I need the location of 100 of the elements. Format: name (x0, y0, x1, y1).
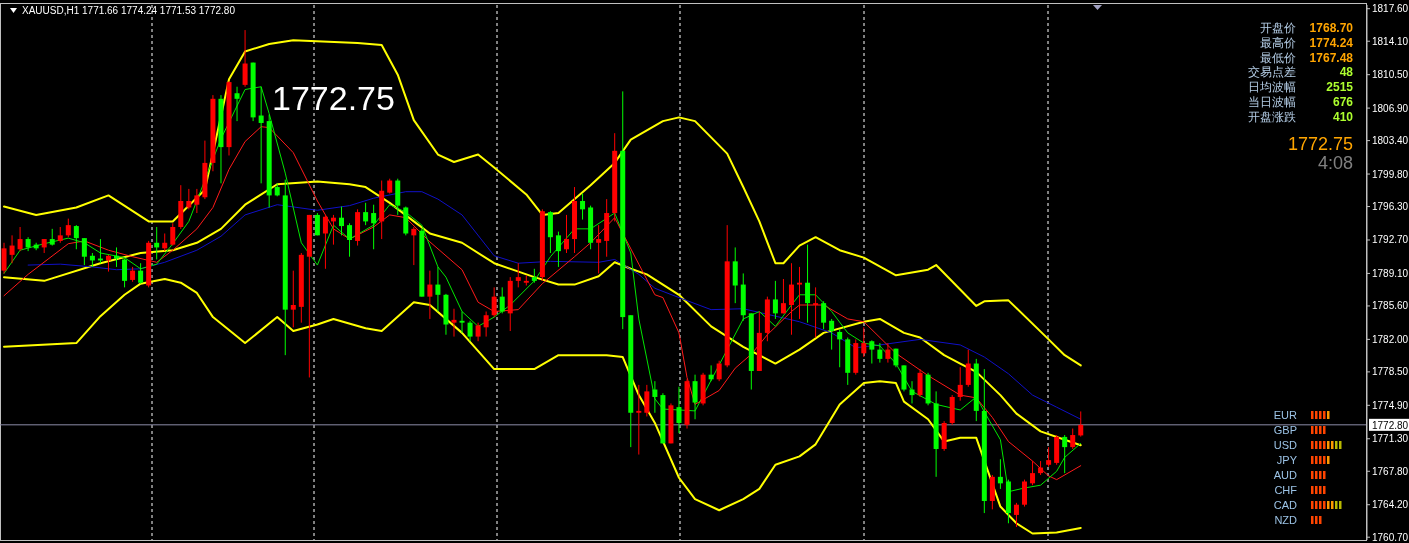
y-tick-label: 1789.10 (1372, 267, 1409, 279)
annotation: AUD (1273, 469, 1298, 481)
candlestick (917, 368, 923, 398)
candlestick (122, 258, 128, 288)
candlestick (114, 246, 120, 268)
candlestick (563, 214, 569, 254)
candlestick (1013, 502, 1019, 528)
y-tick-label: 1796.30 (1372, 201, 1409, 213)
candlestick (965, 349, 971, 388)
y-tick-label: 1771.30 (1372, 433, 1409, 445)
line-series (27, 191, 1082, 420)
annotation: 当日波幅 (1248, 95, 1296, 109)
candlestick (290, 270, 296, 328)
candlestick (780, 278, 786, 314)
y-tick-label: 1817.60 (1372, 3, 1409, 15)
candlestick (652, 380, 658, 414)
candlestick (676, 386, 682, 434)
candlestick (772, 280, 778, 320)
annotation: CHF (1274, 484, 1298, 496)
candlestick (636, 384, 642, 456)
candlestick (596, 224, 602, 274)
candlestick (258, 86, 264, 184)
candlestick (555, 231, 561, 268)
candlestick (1022, 479, 1027, 508)
candlestick (242, 29, 248, 88)
annotation: 1774.24 (1309, 35, 1354, 50)
annotation: 1768.70 (1309, 21, 1354, 35)
candlestick (411, 226, 417, 266)
candlestick (427, 270, 433, 320)
candlestick (371, 204, 377, 250)
candlestick (869, 339, 875, 365)
candlestick (1062, 434, 1068, 474)
candlestick (788, 262, 794, 336)
y-tick-label: 1814.10 (1372, 35, 1409, 47)
annotation: 1767.48 (1309, 50, 1354, 65)
y-tick-label: 1767.80 (1372, 465, 1409, 477)
y-tick-label: 1760.70 (1372, 531, 1409, 543)
y-tick-label: 1792.70 (1372, 234, 1409, 246)
candlestick (435, 266, 441, 313)
candlestick (9, 234, 15, 264)
y-tick-label: 1778.50 (1372, 366, 1409, 378)
candlestick (1070, 428, 1076, 450)
candlestick (73, 224, 79, 250)
candlestick (467, 320, 473, 342)
candlestick (194, 188, 200, 214)
candlestick (499, 286, 505, 314)
candlestick (81, 237, 87, 266)
candlestick (170, 222, 176, 247)
y-tick-label: 1803.40 (1372, 135, 1409, 147)
annotation: USD (1273, 439, 1298, 451)
annotation: 48 (1339, 65, 1354, 80)
annotation: NZD (1274, 514, 1298, 526)
candlestick (829, 318, 835, 351)
candlestick (1030, 460, 1036, 486)
y-tick-label: 1810.50 (1372, 69, 1409, 81)
candlestick (451, 308, 457, 338)
candlestick (459, 311, 465, 334)
y-tick-label: 1774.90 (1372, 399, 1409, 411)
candlestick (877, 342, 883, 364)
candlestick (339, 206, 344, 236)
candlestick (957, 366, 963, 402)
annotation: 最高价 (1260, 35, 1296, 50)
candlestick (65, 218, 71, 238)
candlestick (347, 222, 353, 258)
candlestick (837, 328, 843, 368)
candlestick (805, 244, 811, 324)
annotation: 最低价 (1260, 50, 1296, 65)
candlestick (797, 266, 803, 320)
annotation: 2515 (1326, 80, 1354, 95)
y-tick-label: 1806.90 (1372, 102, 1409, 114)
candlestick (821, 300, 827, 330)
annotation: 日均波幅 (1248, 80, 1296, 95)
annotation: CAD (1273, 499, 1298, 511)
annotation: JPY (1276, 454, 1298, 466)
y-tick-label: 1764.20 (1372, 499, 1409, 511)
y-tick-label: 1799.80 (1372, 168, 1409, 180)
candlestick (692, 374, 698, 420)
candlestick (861, 326, 867, 358)
annotation: 676 (1332, 95, 1354, 109)
annotation: 1772.75 (272, 79, 395, 117)
candlestick (322, 214, 328, 270)
candlestick (885, 342, 891, 364)
candlestick (716, 360, 722, 382)
line-series (3, 39, 1082, 367)
candlestick (1, 242, 7, 274)
annotation: EUR (1273, 409, 1298, 421)
annotation: 开盘价 (1260, 21, 1296, 35)
annotation: 410 (1332, 109, 1354, 124)
candlestick (580, 193, 586, 221)
ref-line-label: 1772.80 (1372, 419, 1409, 431)
annotation: 1772.75 (1287, 134, 1353, 154)
annotation: 开盘涨跌 (1248, 109, 1296, 124)
candlestick (186, 188, 192, 210)
annotation: GBP (1273, 424, 1297, 436)
candlestick (1078, 410, 1084, 438)
candlestick (1046, 446, 1052, 468)
candlestick (523, 274, 529, 286)
line-series (3, 180, 1082, 447)
y-tick-label: 1785.60 (1372, 300, 1409, 312)
candlestick (483, 311, 489, 338)
